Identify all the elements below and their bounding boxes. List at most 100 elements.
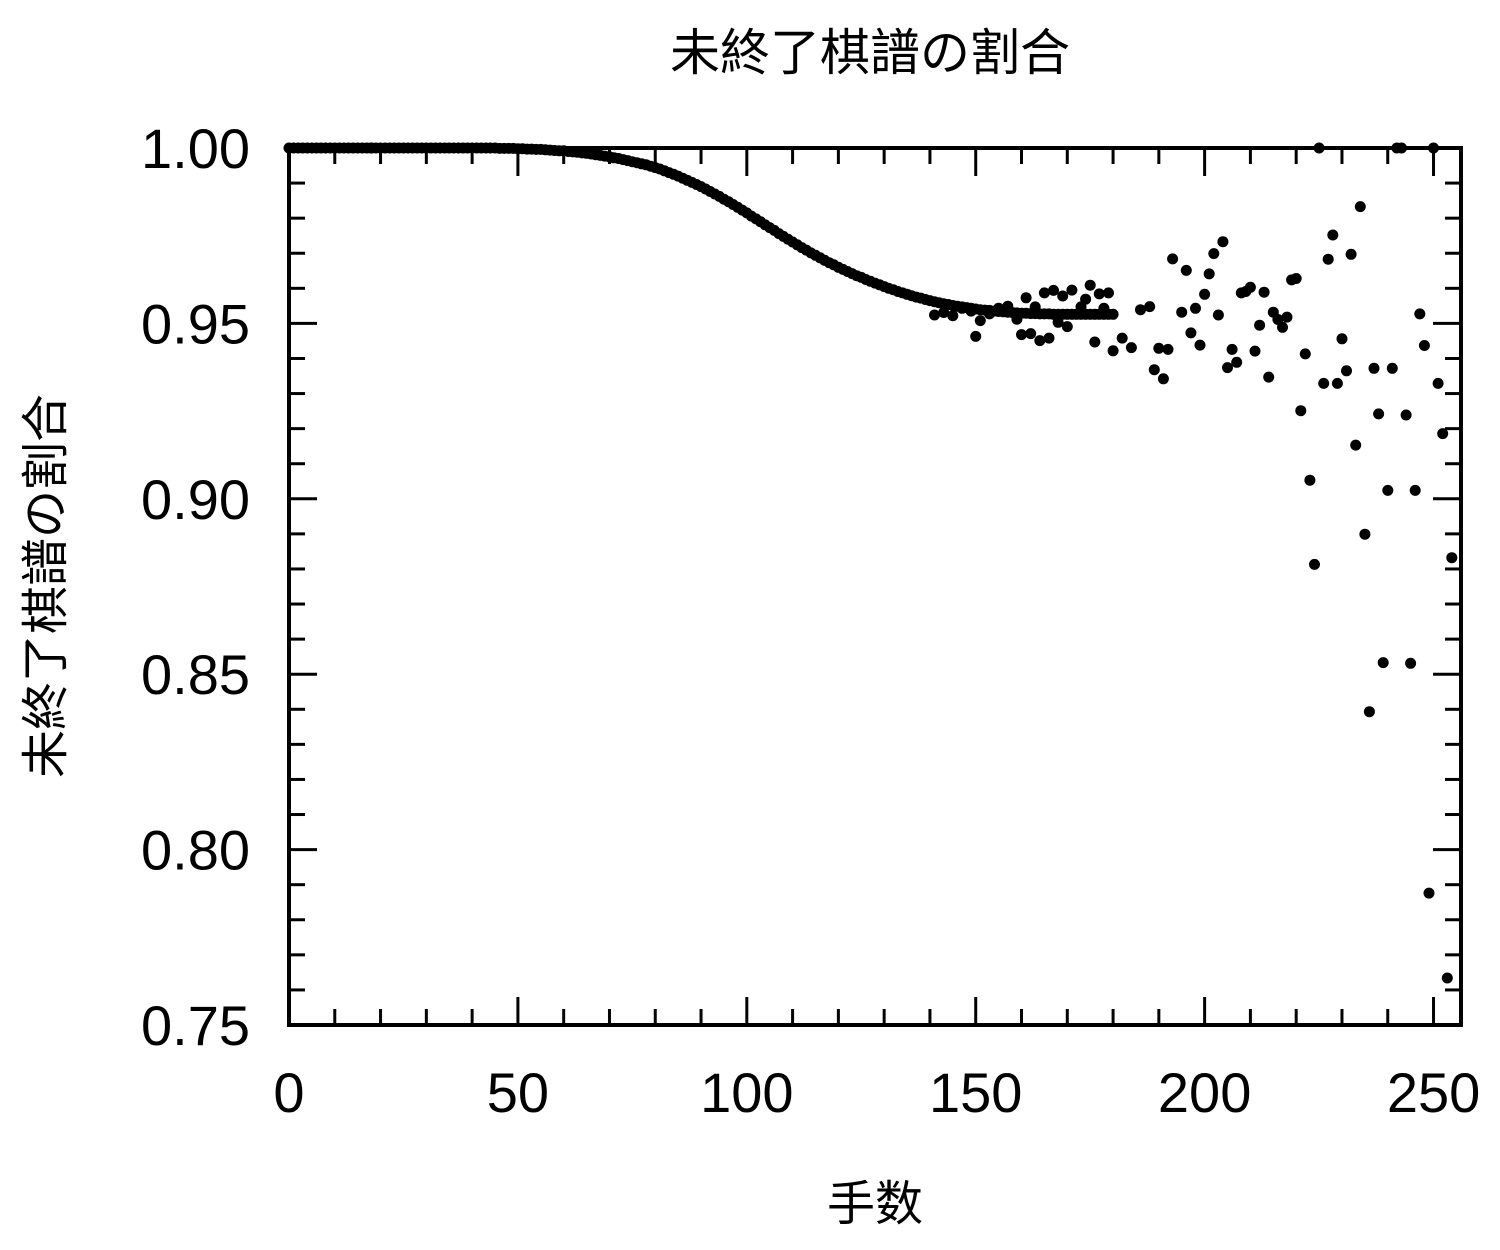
data-point: [1025, 328, 1037, 340]
data-point: [1409, 484, 1421, 496]
data-point: [1359, 528, 1371, 540]
data-point: [1290, 273, 1302, 284]
data-point: [1386, 362, 1398, 374]
data-point: [1098, 302, 1110, 314]
data-point: [1441, 972, 1453, 984]
data-point: [1103, 287, 1114, 299]
data-point: [1107, 345, 1119, 357]
axis-tick-labels: 0 50 100 150 200 250 0.75 0.80 0.85 0.90 0.95 1.00: [141, 117, 1480, 1124]
data-point: [1363, 706, 1375, 718]
data-point: [1217, 236, 1229, 248]
x-tick-label: 250: [1387, 1061, 1480, 1124]
data-point: [1029, 301, 1041, 313]
y-tick-label: 0.80: [141, 819, 250, 882]
data-point: [1194, 339, 1206, 351]
y-tick-label: 0.95: [141, 292, 250, 355]
x-tick-label: 50: [487, 1061, 549, 1124]
data-point: [974, 315, 986, 327]
y-tick-label: 0.85: [141, 643, 250, 706]
data-point: [1002, 300, 1014, 312]
x-axis-label: 手数: [827, 1176, 923, 1232]
data-point: [1162, 343, 1174, 355]
data-point: [1295, 405, 1307, 417]
data-points: [283, 142, 1458, 984]
data-point: [1052, 316, 1064, 328]
data-point: [365, 142, 377, 154]
data-point: [1322, 253, 1334, 265]
data-point: [970, 330, 982, 342]
data-point: [1304, 474, 1316, 486]
data-point: [1048, 284, 1059, 296]
data-point: [1212, 309, 1224, 321]
data-point: [1345, 248, 1357, 260]
data-point: [1299, 348, 1311, 360]
data-point: [1313, 142, 1325, 154]
x-tick-label: 100: [700, 1061, 793, 1124]
data-point: [1199, 288, 1211, 300]
data-point: [1263, 371, 1275, 383]
data-point: [1400, 409, 1412, 421]
y-tick-label: 1.00: [141, 117, 250, 180]
data-point: [1331, 377, 1343, 389]
data-point: [993, 302, 1005, 314]
data-point: [1057, 290, 1069, 302]
data-point: [1226, 343, 1238, 355]
x-tick-label: 0: [273, 1061, 304, 1124]
data-point: [1020, 292, 1032, 304]
chart-title: 未終了棋譜の割合: [670, 24, 1070, 82]
data-point: [1405, 657, 1417, 669]
data-point: [956, 302, 968, 314]
data-point: [1432, 377, 1444, 389]
data-point: [1341, 365, 1352, 377]
data-point: [1244, 281, 1256, 293]
y-tick-label: 0.90: [141, 468, 250, 531]
data-point: [1185, 327, 1197, 339]
data-point: [1157, 373, 1169, 385]
data-point: [1336, 333, 1348, 345]
data-point: [1034, 335, 1046, 347]
data-point: [1135, 304, 1146, 316]
data-point: [1414, 308, 1426, 320]
data-point: [1277, 321, 1288, 333]
data-point: [947, 310, 959, 322]
data-point: [1167, 253, 1179, 265]
data-point: [1089, 336, 1101, 348]
y-tick-label: 0.75: [141, 994, 250, 1057]
data-point: [1318, 377, 1330, 389]
data-point: [1144, 301, 1156, 313]
data-point: [1437, 428, 1449, 440]
data-point: [1258, 286, 1270, 298]
data-point: [1080, 293, 1092, 305]
data-point: [929, 309, 940, 321]
data-point: [1231, 356, 1243, 368]
data-point: [1309, 558, 1320, 570]
data-point: [1116, 332, 1128, 344]
data-point: [1107, 308, 1119, 320]
data-point: [1208, 248, 1220, 260]
data-point: [1180, 264, 1192, 276]
data-point: [1281, 311, 1293, 323]
data-point: [1043, 332, 1055, 344]
data-point: [1125, 342, 1137, 354]
data-point: [1377, 657, 1389, 669]
plot-frame: [287, 146, 1463, 1027]
data-point: [1011, 313, 1023, 325]
data-point: [1148, 364, 1160, 376]
data-point: [1038, 287, 1050, 299]
data-point: [1249, 345, 1261, 357]
data-point: [1368, 362, 1380, 374]
data-point: [1084, 279, 1096, 291]
data-point: [1446, 552, 1458, 564]
data-point: [1254, 319, 1266, 331]
data-point: [1203, 268, 1215, 280]
data-point: [1066, 284, 1078, 296]
x-tick-label: 150: [929, 1061, 1022, 1124]
data-point: [1350, 439, 1362, 451]
data-point: [984, 308, 995, 320]
data-point: [938, 307, 950, 318]
data-point: [1093, 288, 1105, 300]
data-point: [1176, 306, 1188, 318]
data-point: [1428, 142, 1439, 154]
data-point: [1382, 484, 1394, 496]
